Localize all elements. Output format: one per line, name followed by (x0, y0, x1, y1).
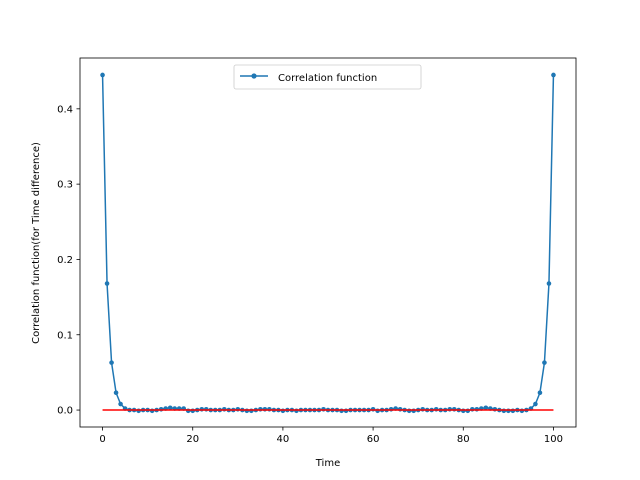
data-point (235, 407, 241, 412)
x-tick-label: 40 (277, 434, 290, 445)
data-point (388, 407, 394, 412)
data-point (167, 405, 173, 411)
x-tick-label: 80 (457, 434, 470, 445)
data-point (542, 360, 547, 365)
plot-frame (79, 57, 577, 428)
y-axis-label: Correlation function(for Time difference… (31, 142, 42, 344)
x-tick-label: 20 (186, 434, 199, 445)
data-point (546, 281, 552, 286)
legend-box (233, 64, 422, 90)
data-point (551, 72, 556, 78)
data-point (397, 407, 403, 412)
data-point (262, 407, 268, 412)
data-point (113, 390, 119, 396)
data-point (321, 407, 326, 412)
data-point (537, 390, 543, 396)
data-point (483, 405, 489, 411)
data-point (267, 407, 272, 412)
x-tick-label: 0 (99, 434, 105, 445)
data-point (533, 401, 538, 407)
y-tick-label: 0.3 (57, 180, 73, 191)
y-tick-label: 0.4 (57, 104, 73, 115)
series-layer (100, 72, 556, 414)
data-point (221, 407, 227, 412)
legend-label: Correlation function (278, 73, 377, 84)
x-axis-ticks: 0 20 40 60 80 100 (99, 427, 563, 445)
x-tick-label: 60 (367, 434, 380, 445)
y-tick-label: 0.1 (57, 330, 73, 341)
legend-marker (251, 73, 257, 79)
data-point (492, 407, 498, 412)
x-tick-label: 100 (544, 434, 563, 445)
data-point (370, 407, 376, 412)
data-point (469, 407, 475, 412)
y-axis-ticks: 0.0 0.1 0.2 0.3 0.4 (57, 104, 80, 417)
data-point (447, 407, 453, 412)
legend: Correlation function (233, 64, 422, 90)
x-axis-label: Time (315, 458, 340, 469)
data-point (109, 360, 114, 365)
data-point (433, 407, 439, 412)
data-point (474, 407, 480, 412)
y-tick-label: 0.0 (57, 406, 73, 417)
plot-area (80, 58, 576, 427)
data-point (118, 401, 123, 407)
data-point (420, 407, 425, 412)
data-point (258, 407, 263, 412)
data-point (199, 407, 205, 412)
data-point (100, 72, 105, 78)
data-point (104, 281, 110, 286)
data-point (203, 407, 209, 412)
y-tick-label: 0.2 (57, 255, 73, 266)
data-point (158, 407, 164, 412)
data-point (451, 407, 457, 412)
